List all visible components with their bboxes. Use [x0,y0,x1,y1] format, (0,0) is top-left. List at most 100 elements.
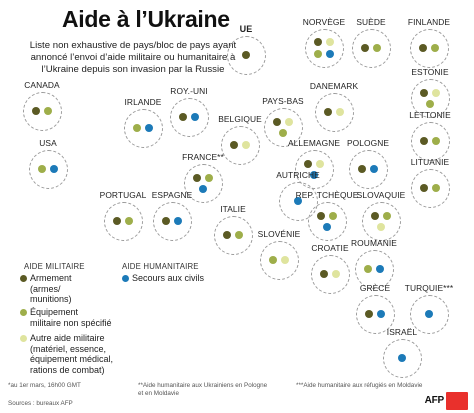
footnote-2-line-2: et en Moldavie [138,389,179,397]
legend-armement-sub-1: (armes/ [30,283,61,294]
country-label: NORVÈGE [302,17,346,27]
autre-swatch [20,335,27,342]
country-label: SLOVAQUIE [356,190,406,200]
aid-dot-armement [419,136,429,146]
country-circle [352,29,391,68]
aid-dot-secours [369,164,379,174]
legend-autre-sub-2: équipement médical, [30,354,114,364]
legend-armement-label: Armement [30,273,72,283]
country-circle [308,202,347,241]
aid-dot-armement [222,230,232,240]
aid-dot-equipement [278,128,288,138]
aid-dot-equipement [363,264,373,274]
footnote-2-line-1: **Aide humanitaire aux Ukrainiens en Pol… [138,382,268,389]
aid-dot-armement [360,43,370,53]
country-circle [362,202,401,241]
aid-dot-autre [284,117,294,127]
aid-dot-armement [418,43,428,53]
legend-autre: Autre aide militaire (matériel, essence,… [20,333,113,375]
aid-dot-armement [31,106,41,116]
aid-dot-equipement [268,255,278,265]
aid-dot-secours [49,164,59,174]
aid-dot-equipement [382,211,392,221]
country-label: UE [239,24,253,34]
aid-dot-armement [313,37,323,47]
aid-dot-armement [364,309,374,319]
aid-dot-armement [192,173,202,183]
country-circle [349,150,388,189]
country-circle [104,202,143,241]
country-circle [260,241,299,280]
aid-dot-equipement [431,183,441,193]
country-label: POLOGNE [346,138,390,148]
country-label: GRÈCE [359,283,391,293]
country-label: SUÈDE [356,17,386,27]
aid-dot-armement [316,211,326,221]
aid-dot-equipement [431,136,441,146]
aid-dot-armement [319,269,329,279]
country-circle [23,92,62,131]
country-circle [311,255,350,294]
afp-logo-text: AFP [424,395,445,407]
equipement-swatch [20,309,27,316]
country-label: CROATIE [311,243,349,253]
country-label: FRANCE** [182,152,224,162]
legend-autre-sub-3: rations de combat) [30,364,105,375]
aid-dot-autre [331,269,341,279]
aid-dot-equipement [328,211,338,221]
country-circle [279,182,318,221]
afp-logo-box [446,391,468,410]
aid-dot-autre [325,37,335,47]
aid-dot-armement [357,164,367,174]
afp-logo: AFP [424,391,468,410]
footnote-1: *au 1er mars, 16h00 GMT [8,382,81,389]
country-label: ROUMANIE [351,238,397,248]
aid-dot-equipement [37,164,47,174]
legend-secours: Secours aux civils [122,273,204,284]
country-circle [295,150,334,189]
aid-dot-equipement [372,43,382,53]
footnote-3: ***Aide humanitaire aux réfugiés en Mold… [296,382,423,389]
aid-dot-equipement [43,106,53,116]
legend-equipement: Équipement militaire non spécifié [20,307,112,328]
aid-dot-armement [112,216,122,226]
legend-armement: Armement (armes/ munitions) [20,273,72,305]
aid-dot-armement [303,159,313,169]
country-circle [29,150,68,189]
aid-dot-secours [325,49,335,59]
country-label: LITUANIE [410,157,450,167]
aid-dot-secours [173,216,183,226]
aid-dot-secours [376,309,386,319]
legend-autre-label: Autre aide militaire [30,333,105,343]
country-circle [264,108,303,147]
country-circle [214,216,253,255]
footnote-2: **Aide humanitaire aux Ukrainiens en Pol… [138,382,267,397]
country-circle [153,202,192,241]
aid-dot-armement [419,88,429,98]
aid-dot-autre [280,255,290,265]
country-label: ALLEMAGNE [287,138,341,148]
aid-dot-armement [370,211,380,221]
aid-dot-secours [309,170,319,180]
country-label: FINLANDE [407,17,451,27]
legend-humanitarian-heading: AIDE HUMANITAIRE [122,262,199,271]
country-circle [410,295,449,334]
legend-secours-label: Secours aux civils [132,273,205,283]
aid-dot-secours [397,353,407,363]
legend-equipement-sub-1: militaire non spécifié [30,317,112,328]
country-label: ROY.-UNI [170,86,208,96]
aid-dot-autre [376,222,386,232]
aid-dot-secours [375,264,385,274]
country-label: USA [39,138,57,148]
country-label: ISRAËL [386,327,418,337]
aid-dot-secours [190,112,200,122]
page-title: Aide à l’Ukraine [62,6,230,32]
country-label: BELGIQUE [218,114,262,124]
aid-dot-armement [161,216,171,226]
country-label: ESPAGNE [151,190,193,200]
country-circle [356,295,395,334]
country-circle [355,250,394,289]
country-label: PAYS-BAS [262,96,304,106]
country-label: ITALIE [220,204,246,214]
aid-dot-autre [431,88,441,98]
